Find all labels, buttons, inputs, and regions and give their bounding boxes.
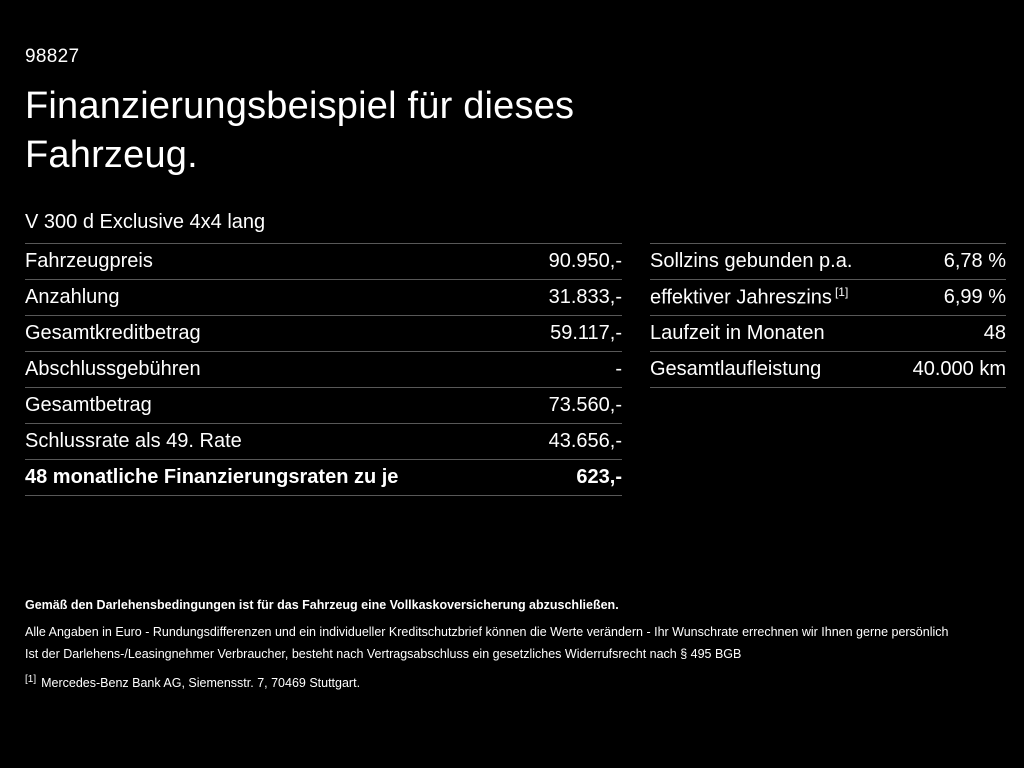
legal-line-2: Ist der Darlehens-/Leasingnehmer Verbrau…	[25, 647, 742, 661]
footnote-text: Mercedes-Benz Bank AG, Siemensstr. 7, 70…	[41, 676, 361, 691]
legal-footer: Gemäß den Darlehensbedingungen ist für d…	[25, 597, 990, 691]
row-value: 59.117,-	[550, 322, 622, 344]
legal-bold-line: Gemäß den Darlehensbedingungen ist für d…	[25, 598, 619, 612]
table-row: Laufzeit in Monaten 48	[650, 315, 1006, 351]
row-value: 6,78 %	[943, 250, 1006, 272]
legal-line-1: Alle Angaben in Euro - Rundungsdifferenz…	[25, 625, 949, 639]
row-label: Sollzins gebunden p.a.	[650, 250, 853, 272]
row-value: -	[615, 358, 622, 380]
footnote-marker: [1]	[25, 674, 37, 685]
financing-table-left: Fahrzeugpreis 90.950,- Anzahlung 31.833,…	[25, 243, 622, 496]
row-value: 90.950,-	[548, 250, 622, 272]
row-label: effektiver Jahreszins [1]	[650, 285, 849, 309]
table-row: Gesamtkreditbetrag 59.117,-	[25, 315, 622, 351]
financing-table-right: Sollzins gebunden p.a. 6,78 % effektiver…	[650, 243, 1006, 388]
footnote-ref: [1]	[834, 285, 849, 300]
page-title: Finanzierungsbeispiel für dieses Fahrzeu…	[25, 85, 575, 176]
row-label: Schlussrate als 49. Rate	[25, 430, 242, 452]
table-row: Schlussrate als 49. Rate 43.656,-	[25, 423, 622, 459]
row-value: 6,99 %	[943, 286, 1006, 308]
table-row: Anzahlung 31.833,-	[25, 279, 622, 315]
row-label: 48 monatliche Finanzierungsraten zu je	[25, 466, 399, 488]
table-row: Gesamtlaufleistung 40.000 km	[650, 351, 1006, 387]
row-label: Laufzeit in Monaten	[650, 322, 825, 344]
vehicle-id: 98827	[25, 46, 80, 67]
table-row: Gesamtbetrag 73.560,-	[25, 387, 622, 423]
row-label: Gesamtbetrag	[25, 394, 152, 416]
row-value: 43.656,-	[548, 430, 622, 452]
table-row: effektiver Jahreszins [1] 6,99 %	[650, 279, 1006, 315]
footnote: [1] Mercedes-Benz Bank AG, Siemensstr. 7,…	[25, 672, 990, 691]
row-value: 73.560,-	[548, 394, 622, 416]
table-row: Fahrzeugpreis 90.950,-	[25, 243, 622, 279]
table-row-monthly-rate: 48 monatliche Finanzierungsraten zu je 6…	[25, 459, 622, 495]
row-label: Fahrzeugpreis	[25, 250, 153, 272]
row-label: Gesamtlaufleistung	[650, 358, 822, 380]
row-value: 40.000 km	[912, 358, 1006, 380]
row-value: 48	[983, 322, 1006, 344]
row-value: 31.833,-	[548, 286, 622, 308]
vehicle-model: V 300 d Exclusive 4x4 lang	[25, 211, 266, 233]
row-label: Abschlussgebühren	[25, 358, 201, 380]
table-row: Sollzins gebunden p.a. 6,78 %	[650, 243, 1006, 279]
row-value: 623,-	[576, 466, 622, 488]
row-label: Anzahlung	[25, 286, 120, 308]
table-row: Abschlussgebühren -	[25, 351, 622, 387]
row-label: Gesamtkreditbetrag	[25, 322, 201, 344]
